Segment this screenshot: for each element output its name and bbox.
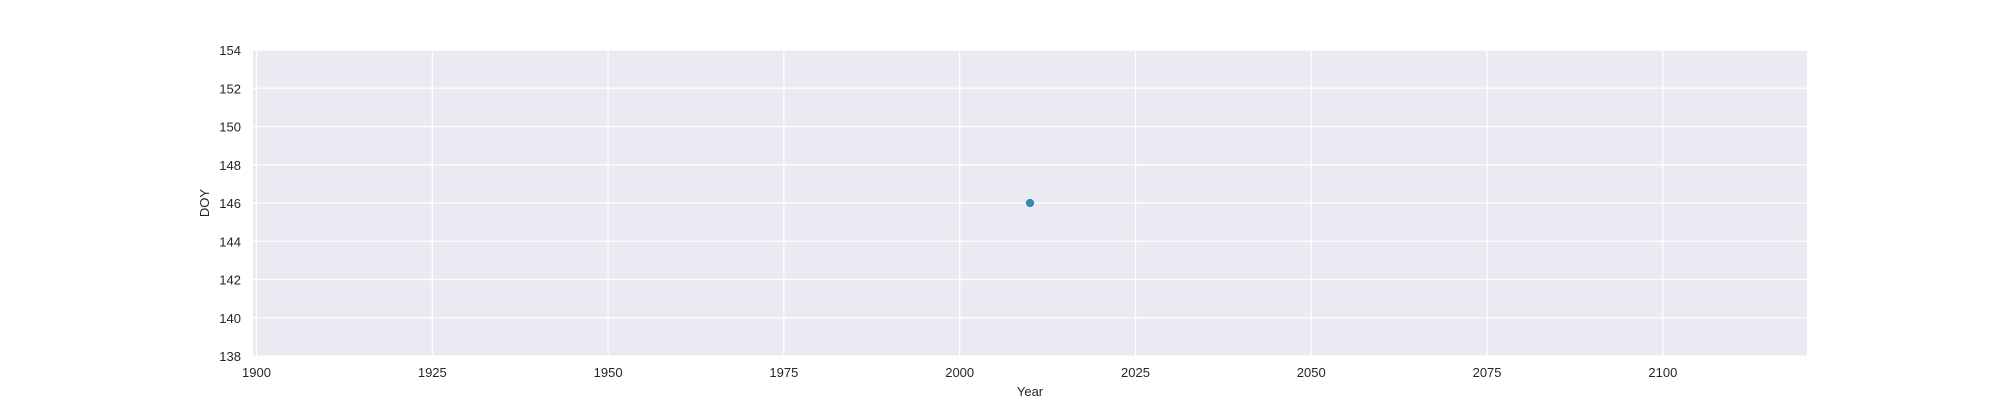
y-tick-label: 144 [219,234,241,249]
x-tick-label: 1900 [242,365,271,380]
y-tick-label: 150 [219,120,241,135]
y-tick-label: 140 [219,311,241,326]
y-tick-label: 142 [219,273,241,288]
x-tick-label: 2100 [1648,365,1677,380]
x-tick-label: 2050 [1297,365,1326,380]
x-tick-label: 1925 [418,365,447,380]
x-tick-label: 2000 [945,365,974,380]
y-tick-labels: 138 140 142 144 146 148 150 152 154 [219,43,241,364]
y-tick-label: 146 [219,196,241,211]
data-point [1025,198,1035,208]
x-tick-labels: 1900 1925 1950 1975 2000 2025 2050 2075 2100 [242,365,1677,380]
y-tick-label: 148 [219,158,241,173]
y-tick-label: 154 [219,43,241,58]
x-tick-label: 1975 [769,365,798,380]
y-tick-label: 138 [219,349,241,364]
y-tick-label: 152 [219,81,241,96]
x-tick-label: 2025 [1121,365,1150,380]
y-axis-label: DOY [197,189,212,218]
x-tick-label: 2075 [1473,365,1502,380]
data-points [1025,198,1035,208]
x-axis-label: Year [1017,384,1044,399]
x-tick-label: 1950 [594,365,623,380]
